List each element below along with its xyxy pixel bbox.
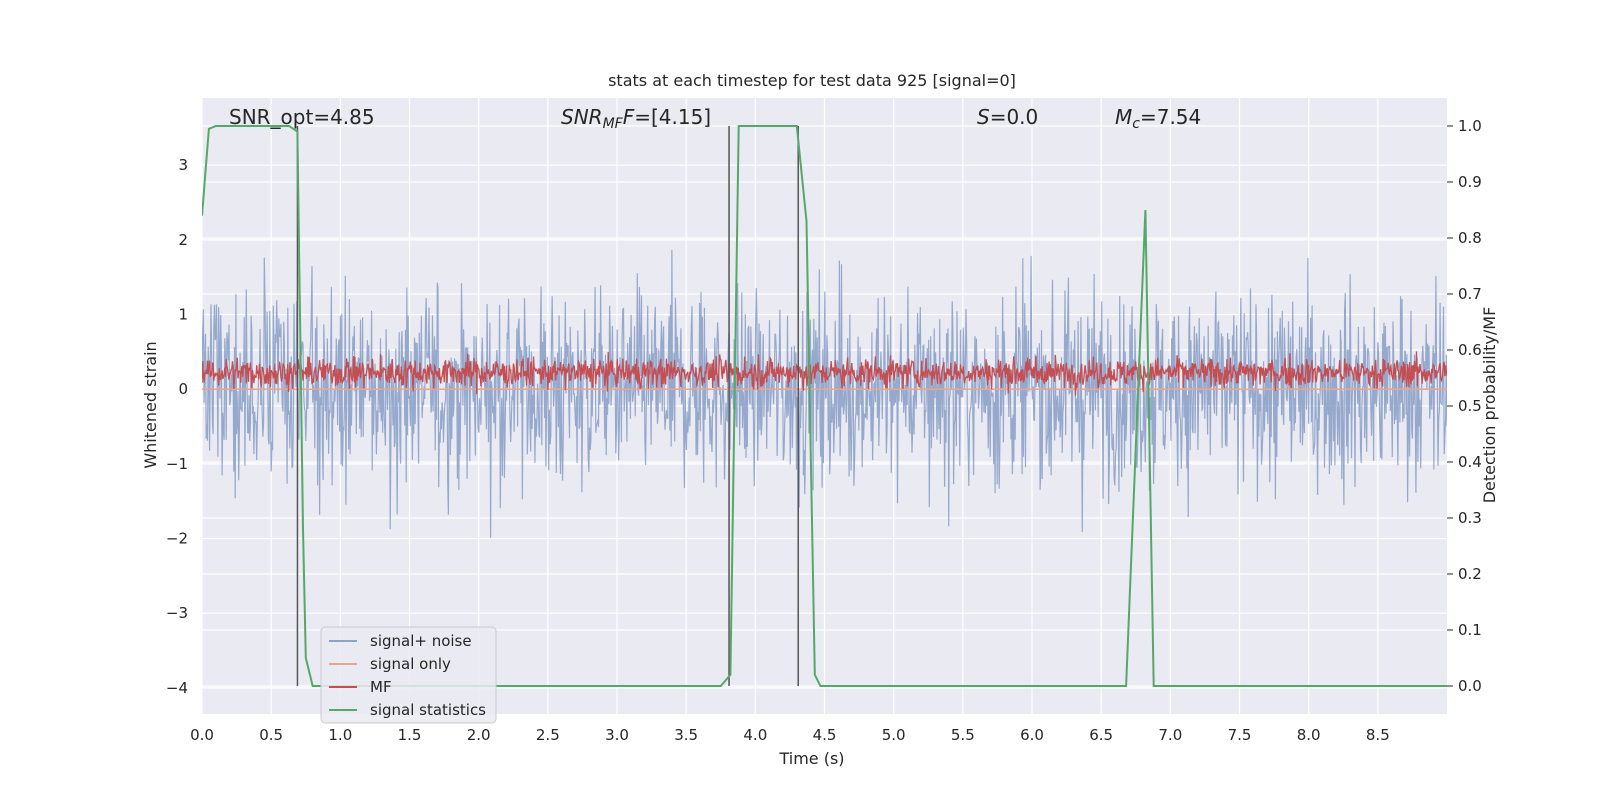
- annotation-mc-value: =7.54: [1140, 105, 1201, 129]
- y2-tick-label: 0.1: [1458, 621, 1482, 639]
- x-axis-label: Time (s): [778, 749, 844, 768]
- annotation-snr-mf-sub: MF: [603, 116, 624, 132]
- annotation-mc-sub: c: [1132, 116, 1140, 132]
- x-tick-label: 6.0: [1020, 726, 1044, 744]
- annotation-snr-opt: SNR_opt=4.85: [229, 105, 375, 129]
- x-tick-label: 4.0: [743, 726, 767, 744]
- series-signal-statistics: [202, 125, 1447, 687]
- x-tick-label: 8.5: [1366, 726, 1390, 744]
- y2-tick-label: 0.3: [1458, 509, 1482, 527]
- legend-label-signal-statistics: signal statistics: [370, 701, 486, 719]
- y-axis-label: Whitened strain: [141, 341, 160, 468]
- y2-tick-label: 0.5: [1458, 397, 1482, 415]
- legend-label-mf: MF: [370, 678, 392, 696]
- annotation-s-main: S: [977, 105, 990, 129]
- y-tick-label: 0: [178, 380, 188, 398]
- annotation-snr-mf-main: SNR: [561, 105, 603, 129]
- y2-tick-label: 0.4: [1458, 453, 1482, 471]
- x-tick-label: 7.0: [1158, 726, 1182, 744]
- x-tick-label: 1.0: [328, 726, 352, 744]
- x-tick-label: 3.0: [605, 726, 629, 744]
- x-tick-label: 4.5: [813, 726, 837, 744]
- legend-label-signal-only: signal only: [370, 655, 451, 673]
- x-tick-label: 6.5: [1089, 726, 1113, 744]
- x-tick-label: 1.5: [398, 726, 422, 744]
- y-tick-label: −4: [166, 679, 188, 697]
- chart-title: stats at each timestep for test data 925…: [608, 71, 1016, 90]
- annotation-mc-main: M: [1115, 105, 1132, 129]
- y-tick-label: 1: [178, 306, 188, 324]
- y2-tick-label: 0.7: [1458, 285, 1482, 303]
- x-tick-label: 2.5: [536, 726, 560, 744]
- x-tick-label: 5.0: [882, 726, 906, 744]
- y2-axis-ticks: 0.0 0.1 0.2 0.3 0.4 0.5 0.6 0.7 0.8 0.9 1.0: [1447, 117, 1482, 695]
- series-mf: [202, 351, 1447, 396]
- annotation-snr-mf-value: =[4.15]: [634, 105, 711, 129]
- y-axis-ticks: −4 −3 −2 −1 0 1 2 3: [166, 156, 188, 697]
- annotation-mc: Mc=7.54: [1115, 105, 1201, 132]
- legend-box: [320, 626, 497, 724]
- y-tick-label: −3: [166, 604, 188, 622]
- x-tick-label: 0.0: [190, 726, 214, 744]
- x-tick-label: 3.5: [674, 726, 698, 744]
- x-axis-ticks: 0.0 0.5 1.0 1.5 2.0 2.5 3.0 3.5 4.0 4.5 5.0 5.5 6.0 6…: [190, 726, 1390, 744]
- y-tick-label: 3: [178, 156, 188, 174]
- y2-tick-label: 0.8: [1458, 229, 1482, 247]
- x-tick-label: 8.0: [1297, 726, 1321, 744]
- y2-axis-label: Detection probability/MF: [1480, 307, 1499, 504]
- annotation-snr-mf: SNRMFF=[4.15]: [561, 105, 711, 132]
- y-tick-label: −2: [166, 530, 188, 548]
- y2-tick-label: 1.0: [1458, 117, 1482, 135]
- x-tick-label: 0.5: [259, 726, 283, 744]
- annotation-snr-mf-f: F: [623, 105, 635, 129]
- y2-tick-label: 0.0: [1458, 677, 1482, 695]
- y2-tick-label: 0.2: [1458, 565, 1482, 583]
- series-signal-noise: [202, 249, 1447, 538]
- y-tick-label: 2: [178, 231, 188, 249]
- x-tick-label: 7.5: [1228, 726, 1252, 744]
- x-tick-label: 5.5: [951, 726, 975, 744]
- y2-tick-label: 0.9: [1458, 173, 1482, 191]
- y2-tick-label: 0.6: [1458, 341, 1482, 359]
- series-layer: [202, 125, 1447, 687]
- annotation-s: S=0.0: [977, 105, 1038, 129]
- legend: signal+ noise signal only MF signal stat…: [320, 626, 497, 724]
- x-tick-label: 2.0: [467, 726, 491, 744]
- y-tick-label: −1: [166, 455, 188, 473]
- legend-label-signal-noise: signal+ noise: [370, 632, 472, 650]
- annotation-s-value: =0.0: [990, 105, 1039, 129]
